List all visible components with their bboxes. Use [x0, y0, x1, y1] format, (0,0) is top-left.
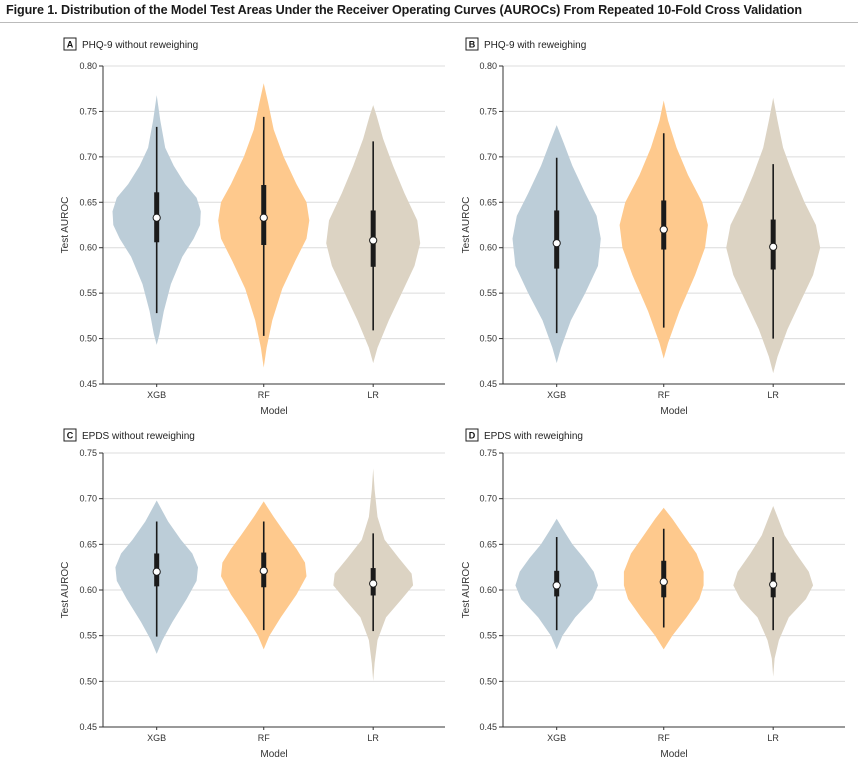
y-tick-label: 0.65 [79, 539, 97, 549]
y-tick-label: 0.65 [479, 539, 497, 549]
median-marker-xgb [552, 239, 561, 248]
y-tick-label: 0.65 [79, 197, 97, 207]
median-marker-lr [769, 580, 778, 589]
median-marker-lr [769, 242, 778, 251]
x-tick-label-lr: LR [767, 390, 779, 400]
x-tick-label-rf: RF [658, 390, 670, 400]
x-tick-label-lr: LR [767, 733, 779, 743]
y-tick-label: 0.60 [79, 585, 97, 595]
y-tick-label: 0.50 [79, 676, 97, 686]
y-tick-label: 0.60 [479, 243, 497, 253]
panel-letter-box [465, 428, 479, 442]
panel-letter: A [67, 40, 74, 50]
panel-d: D EPDS with reweighing 0.45 0.50 0.55 0.60 0.6… [461, 428, 845, 760]
y-tick-label: 0.50 [479, 676, 497, 686]
y-tick-label: 0.70 [79, 152, 97, 162]
median-marker-xgb [152, 567, 161, 576]
median-marker-lr [369, 579, 378, 588]
y-tick-label: 0.55 [79, 288, 97, 298]
x-axis-label: Model [660, 749, 687, 760]
y-tick-label: 0.60 [79, 243, 97, 253]
x-tick-label-xgb: XGB [147, 733, 166, 743]
y-tick-label: 0.75 [479, 106, 497, 116]
panel-letter-box [63, 428, 77, 442]
y-tick-label: 0.50 [479, 334, 497, 344]
x-tick-label-rf: RF [258, 733, 270, 743]
median-marker-rf [659, 225, 668, 234]
x-axis-label: Model [260, 406, 287, 417]
y-tick-label: 0.60 [479, 585, 497, 595]
panel-title: EPDS with reweighing [484, 431, 583, 442]
panel-c: C EPDS without reweighing 0.45 0.50 0.55 0.60… [60, 428, 445, 760]
y-tick-label: 0.45 [479, 379, 497, 389]
y-tick-label: 0.55 [79, 631, 97, 641]
x-tick-label-xgb: XGB [547, 733, 566, 743]
y-tick-label: 0.70 [479, 494, 497, 504]
y-axis-label: Test AUROC [60, 197, 71, 254]
panel-letter: C [67, 431, 74, 441]
panel-letter: D [469, 431, 476, 441]
y-tick-label: 0.70 [479, 152, 497, 162]
x-tick-label-rf: RF [658, 733, 670, 743]
x-tick-label-xgb: XGB [547, 390, 566, 400]
y-axis-label: Test AUROC [461, 197, 472, 254]
median-marker-lr [369, 236, 378, 245]
y-axis-label: Test AUROC [461, 562, 472, 619]
median-marker-rf [659, 577, 668, 586]
iqr-box-rf [661, 200, 667, 250]
panel-letter-box [465, 37, 479, 51]
y-tick-label: 0.55 [479, 288, 497, 298]
x-tick-label-lr: LR [367, 733, 379, 743]
y-tick-label: 0.75 [79, 106, 97, 116]
median-marker-rf [259, 213, 268, 222]
panel-b: B PHQ-9 with reweighing 0.45 0.50 0.55 0.60 0.… [461, 37, 845, 417]
y-tick-label: 0.80 [479, 61, 497, 71]
title-rule [0, 22, 858, 23]
x-axis-label: Model [660, 406, 687, 417]
y-tick-label: 0.45 [479, 722, 497, 732]
panel-letter: B [469, 40, 476, 50]
panel-title: PHQ-9 with reweighing [484, 40, 586, 51]
y-axis-label: Test AUROC [60, 562, 71, 619]
median-marker-rf [259, 566, 268, 575]
x-axis-label: Model [260, 749, 287, 760]
figure-title: Figure 1. Distribution of the Model Test… [6, 3, 802, 17]
panel-title: EPDS without reweighing [82, 431, 195, 442]
y-tick-label: 0.55 [479, 631, 497, 641]
x-tick-label-lr: LR [367, 390, 379, 400]
y-tick-label: 0.45 [79, 722, 97, 732]
y-tick-label: 0.75 [479, 448, 497, 458]
y-tick-label: 0.50 [79, 334, 97, 344]
y-tick-label: 0.80 [79, 61, 97, 71]
y-tick-label: 0.65 [479, 197, 497, 207]
median-marker-xgb [552, 581, 561, 590]
y-tick-label: 0.45 [79, 379, 97, 389]
panel-title: PHQ-9 without reweighing [82, 40, 198, 51]
x-tick-label-rf: RF [258, 390, 270, 400]
panel-letter-box [63, 37, 77, 51]
y-tick-label: 0.70 [79, 494, 97, 504]
median-marker-xgb [152, 213, 161, 222]
y-tick-label: 0.75 [79, 448, 97, 458]
x-tick-label-xgb: XGB [147, 390, 166, 400]
panel-a: A PHQ-9 without reweighing 0.45 0.50 0.55 0.6… [60, 37, 445, 417]
